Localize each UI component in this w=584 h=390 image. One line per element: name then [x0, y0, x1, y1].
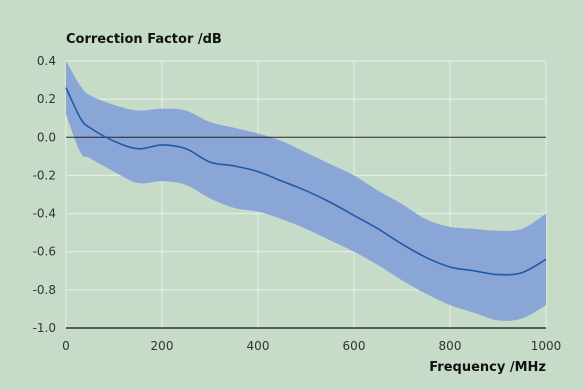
x-tick-label-0: 0: [62, 339, 70, 353]
x-tick-label-200: 200: [151, 339, 174, 353]
y-tick-label--0.2: -0.2: [33, 168, 56, 182]
y-tick-labels: 0.4 0.2 0.0 -0.2 -0.4 -0.6 -0.8 -1.0: [33, 54, 56, 335]
y-tick-label--0.8: -0.8: [33, 283, 56, 297]
y-tick-label-0.4: 0.4: [37, 54, 56, 68]
correction-factor-line: [65, 87, 547, 276]
x-tick-label-400: 400: [247, 339, 270, 353]
y-tick-label--0.4: -0.4: [33, 207, 56, 221]
y-tick-label-0.2: 0.2: [37, 92, 56, 106]
y-tick-label--1: -1.0: [33, 321, 56, 335]
y-tick-label-0: 0.0: [37, 130, 56, 144]
y-tick-label--0.6: -0.6: [33, 245, 56, 259]
x-tick-label-800: 800: [439, 339, 462, 353]
x-axis-title: Frequency /MHz: [429, 360, 546, 375]
y-axis-title: Correction Factor /dB: [66, 32, 222, 47]
x-tick-label-1000: 1000: [531, 339, 562, 353]
x-tick-labels: 0 200 400 600 800 1000: [62, 339, 561, 353]
x-tick-label-600: 600: [343, 339, 366, 353]
